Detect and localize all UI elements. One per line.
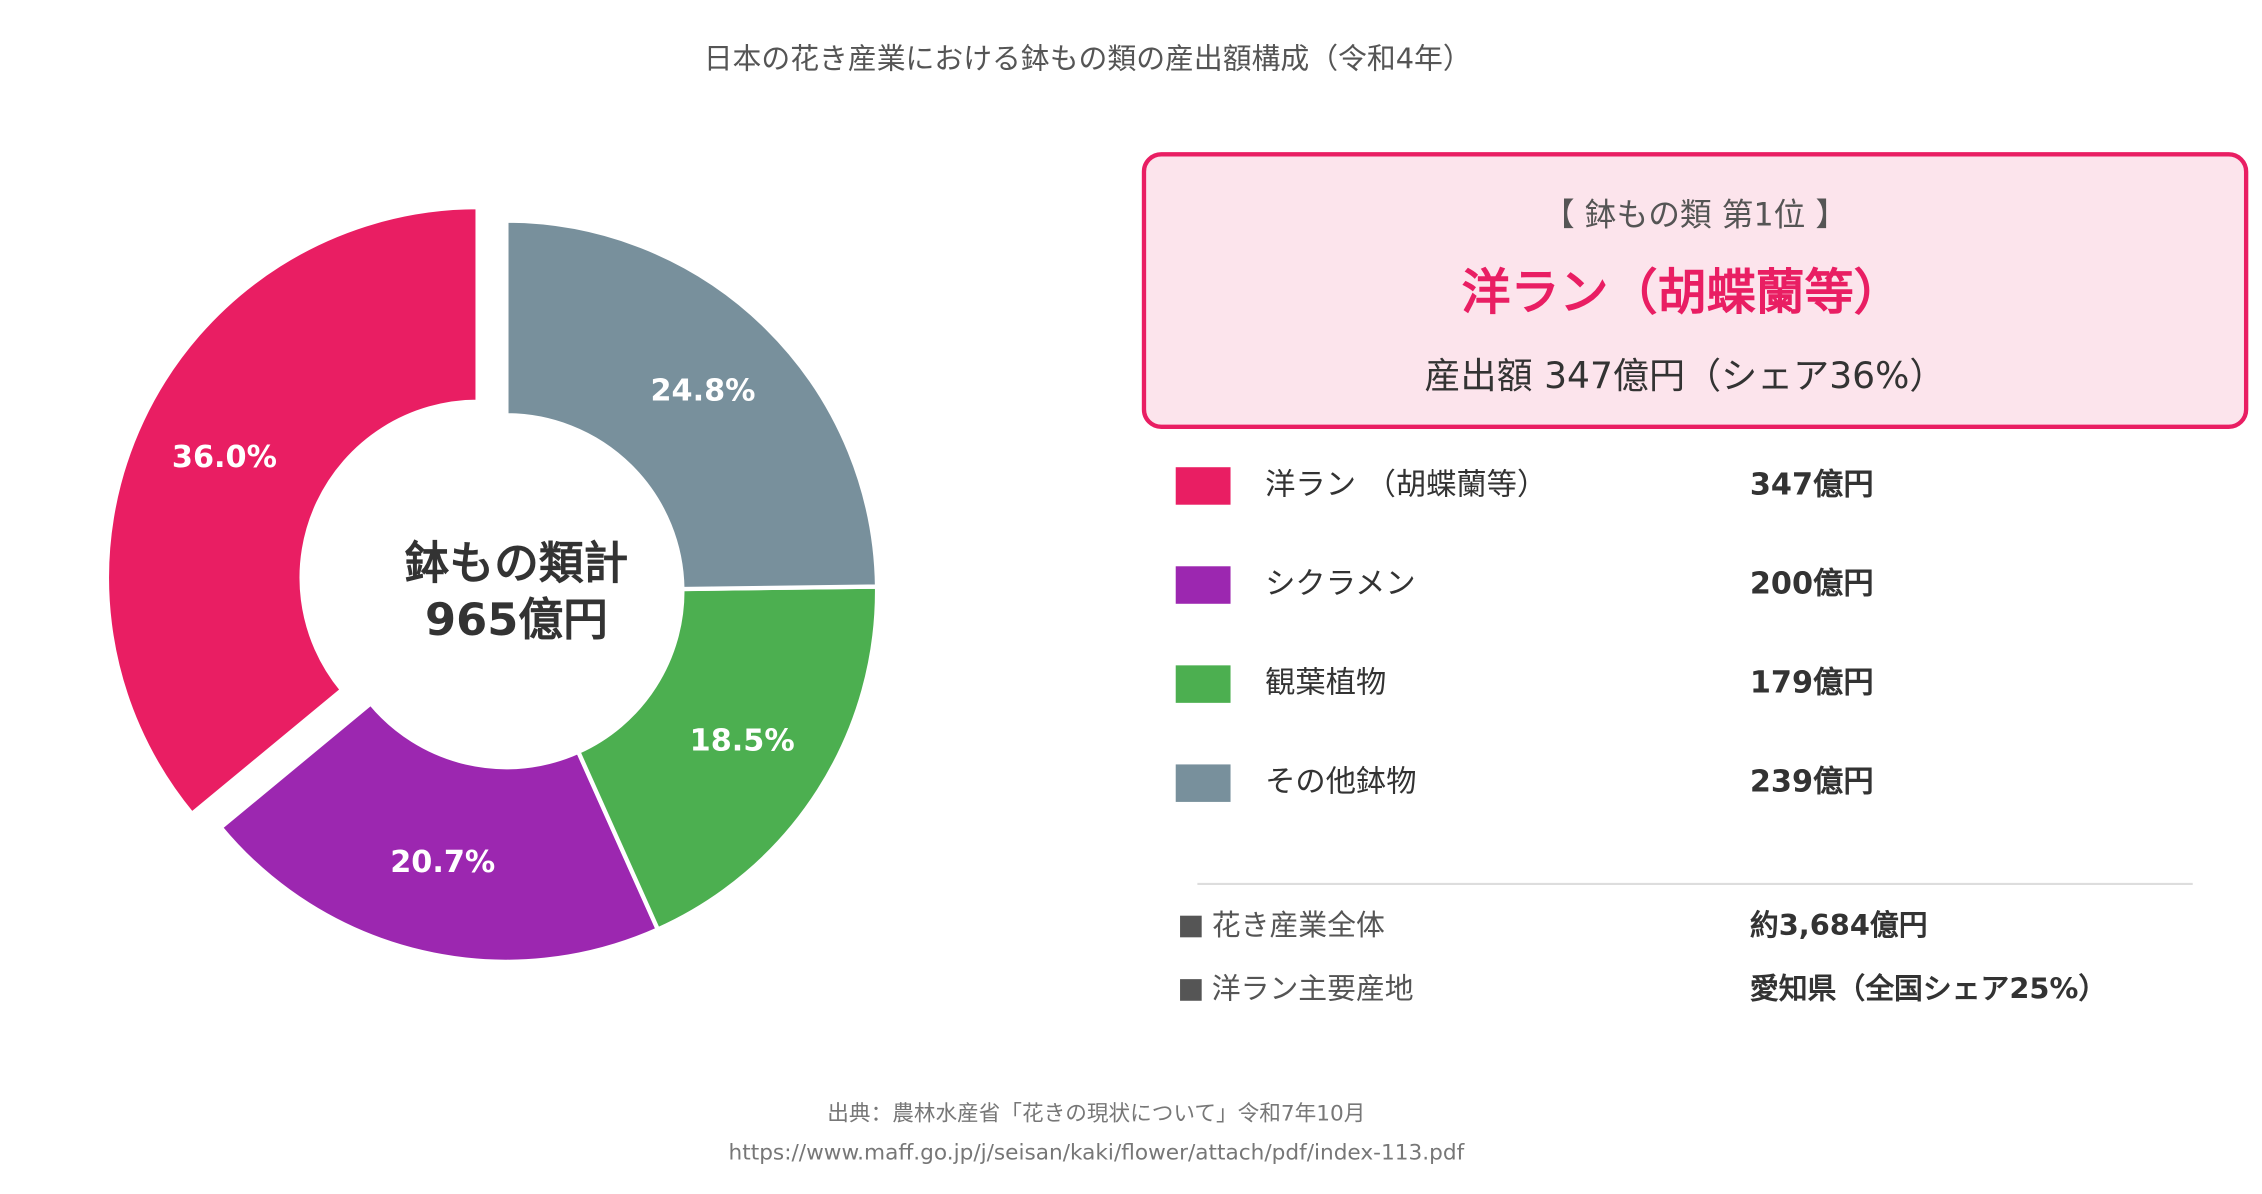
slice-label: 36.0% xyxy=(172,440,277,475)
chart-title: 日本の花き産業における鉢もの類の産出額構成（令和4年） xyxy=(704,42,1472,76)
slice-label: 20.7% xyxy=(390,845,495,880)
legend-label: その他鉢物 xyxy=(1265,765,1416,800)
legend-label: 観葉植物 xyxy=(1265,666,1386,701)
card-name: 洋ラン（胡蝶蘭等） xyxy=(1461,263,1902,321)
highlight-card xyxy=(1141,152,2249,430)
legend-amount: 200億円 xyxy=(1750,567,1874,602)
note-label: 洋ラン主要産地 xyxy=(1212,972,1414,1006)
legend-label: 洋ラン （胡蝶蘭等） xyxy=(1265,467,1547,502)
legend-swatch xyxy=(1175,566,1231,604)
donut-slice xyxy=(504,218,880,592)
card-heading: 【 鉢もの類 第1位 】 xyxy=(1543,197,1847,233)
source: 出典：農林水産省「花きの現状について」令和7年10月 xyxy=(827,1102,1365,1127)
center-label: 鉢もの類計 xyxy=(405,537,629,590)
bullet xyxy=(1180,915,1202,938)
bullet xyxy=(1180,979,1202,1001)
donut-slice xyxy=(217,700,661,964)
note-label: 花き産業全体 xyxy=(1212,908,1385,942)
legend-swatch xyxy=(1175,467,1231,505)
note-value: 愛知県（全国シェア25%） xyxy=(1750,972,2107,1006)
legend-amount: 179億円 xyxy=(1750,666,1874,701)
source-url: https://www.maff.go.jp/j/seisan/kaki/flo… xyxy=(729,1141,1466,1166)
legend-amount: 347億円 xyxy=(1750,467,1874,502)
center-label: 965億円 xyxy=(425,593,608,646)
legend-amount: 239億円 xyxy=(1750,765,1874,800)
card-detail: 産出額 347億円（シェア36%） xyxy=(1424,355,1945,397)
note-value: 約3,684億円 xyxy=(1750,908,1928,942)
legend-swatch xyxy=(1175,665,1231,703)
legend-label: シクラメン xyxy=(1265,567,1415,602)
slice-label: 24.8% xyxy=(650,374,755,409)
donut-slice xyxy=(575,584,880,933)
legend-swatch xyxy=(1175,764,1231,802)
slice-label: 18.5% xyxy=(690,723,795,758)
donut-slice xyxy=(104,204,480,818)
